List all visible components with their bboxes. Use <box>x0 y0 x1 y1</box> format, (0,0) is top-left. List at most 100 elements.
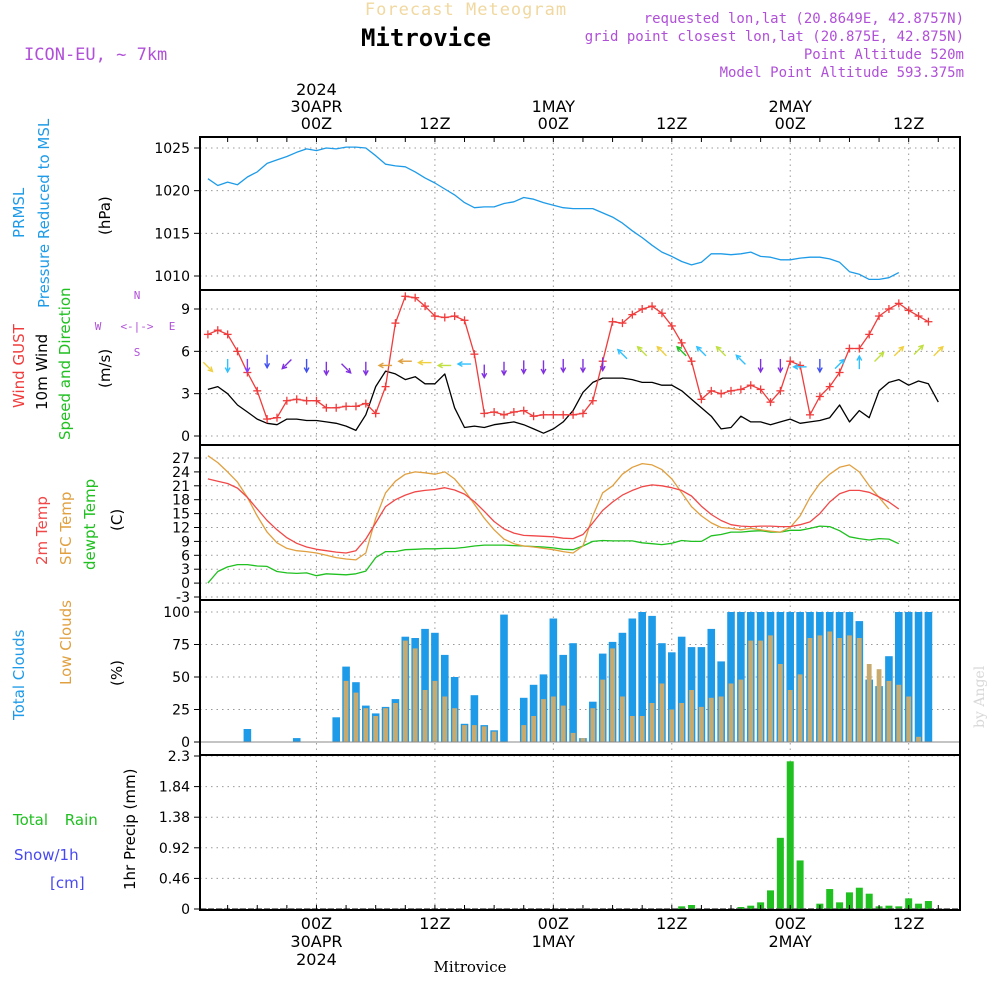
wind-arrow <box>224 358 231 374</box>
low-clouds-bar <box>856 638 862 742</box>
total-clouds-bar <box>727 612 735 742</box>
low-clouds-bar <box>452 708 458 742</box>
rain-bar <box>885 905 893 909</box>
low-clouds-bar <box>669 709 675 742</box>
wind-arrow <box>520 360 527 375</box>
total-clouds-bar <box>914 612 923 742</box>
wind-arrow <box>874 351 885 363</box>
total-clouds-bar <box>648 615 656 742</box>
total-clouds-label: Total Clouds <box>10 629 28 721</box>
low-clouds-bar <box>353 692 359 742</box>
low-clouds-bar <box>718 696 724 742</box>
low-clouds-bar <box>462 725 467 742</box>
wind-arrow <box>417 359 432 366</box>
y-tick-label: 9 <box>181 302 190 318</box>
dewpt-label: dewpt Temp <box>81 479 99 570</box>
gust-marker <box>263 415 272 424</box>
gust-marker <box>618 319 627 328</box>
gust-marker <box>865 330 874 339</box>
gust-marker <box>421 302 430 311</box>
wind-arrow <box>303 358 310 374</box>
gust-marker <box>884 305 893 313</box>
rain-bar <box>905 898 913 909</box>
low-clouds-bar <box>659 683 665 742</box>
wind-arrow <box>481 364 488 380</box>
rain-bar <box>845 892 853 909</box>
low-clouds-bar <box>610 648 615 742</box>
rain-bar <box>786 761 794 909</box>
top-time-label: 00Z <box>301 114 332 133</box>
total-clouds-bar <box>559 654 568 742</box>
gust-marker <box>677 338 686 347</box>
sfc-temp-label: SFC Temp <box>57 492 75 565</box>
y-tick-label: 12 <box>172 521 190 537</box>
gust-marker <box>766 398 775 407</box>
gust-marker <box>756 385 765 394</box>
y-tick-label: -3 <box>176 590 190 606</box>
low-clouds-bar <box>432 680 438 742</box>
gust-marker <box>361 399 370 408</box>
total-clouds-bar <box>529 684 538 742</box>
gust-marker <box>440 313 449 322</box>
compass-n: N <box>134 289 141 302</box>
wind-arrow <box>579 358 586 374</box>
low-clouds-bar <box>541 699 546 742</box>
location-title: Mitrovice <box>361 24 491 52</box>
low-clouds-bar <box>412 648 418 742</box>
total-clouds-bar <box>292 738 301 742</box>
wind-arrow <box>676 345 687 357</box>
wind-arrow <box>636 345 648 357</box>
gust-marker <box>490 408 499 417</box>
credit-text: by Angel <box>972 665 988 728</box>
rain-bar <box>678 906 686 909</box>
model-label: ICON-EU, ~ 7km <box>24 45 167 65</box>
wind-arrow <box>323 361 330 377</box>
y-tick-label: 2.3 <box>168 749 190 765</box>
gust-marker <box>924 317 933 326</box>
gust-marker <box>657 309 666 318</box>
gust-marker <box>835 368 844 377</box>
rain-bar <box>737 907 745 909</box>
low-clouds-bar <box>580 738 586 742</box>
y-tick-label: 1.38 <box>159 810 190 826</box>
y-tick-label: 21 <box>172 479 190 495</box>
total-clouds-bar <box>697 647 706 742</box>
y-tick-label: 0 <box>181 735 190 751</box>
low-clouds-bar <box>570 732 576 742</box>
gust-marker <box>381 382 390 391</box>
wind-arrow <box>735 354 746 365</box>
wind-arrow <box>281 358 292 370</box>
total-clouds-bar <box>569 643 577 742</box>
gust-marker <box>351 402 360 411</box>
rain-bar <box>796 860 804 909</box>
top-time-label: 00Z <box>775 114 806 133</box>
gust-marker <box>312 396 321 405</box>
wind-arrow <box>856 354 863 370</box>
y-tick-label: 0.92 <box>159 841 190 857</box>
wind-dir-label: Speed and Direction <box>56 287 74 440</box>
y-tick-label: 0 <box>181 576 190 592</box>
requested-coords: requested lon,lat (20.8649E, 42.8757N) <box>644 11 964 27</box>
gust-marker <box>292 395 301 404</box>
low-clouds-bar <box>817 635 823 742</box>
footer-location: Mitrovice <box>434 958 507 976</box>
low-clouds-bar <box>550 696 556 742</box>
point-altitude: Point Altitude 520m <box>804 47 964 63</box>
wind-arrow <box>616 348 628 360</box>
gust-marker <box>411 293 420 302</box>
total-clouds-bar <box>667 652 676 742</box>
y-tick-label: 100 <box>163 605 190 621</box>
low-clouds-bar <box>639 716 645 742</box>
low-clouds-bar <box>422 690 428 742</box>
low-clouds-bar <box>896 684 902 742</box>
compass-arrow: <-|-> <box>120 320 153 333</box>
gust-marker <box>904 306 913 315</box>
wind-arrow <box>500 361 508 377</box>
low-clouds-label: Low Clouds <box>57 600 75 685</box>
low-clouds-bar <box>738 679 744 742</box>
wind-unit: (m/s) <box>96 349 114 388</box>
gust-marker <box>914 312 923 321</box>
y-tick-label: 18 <box>172 493 190 509</box>
